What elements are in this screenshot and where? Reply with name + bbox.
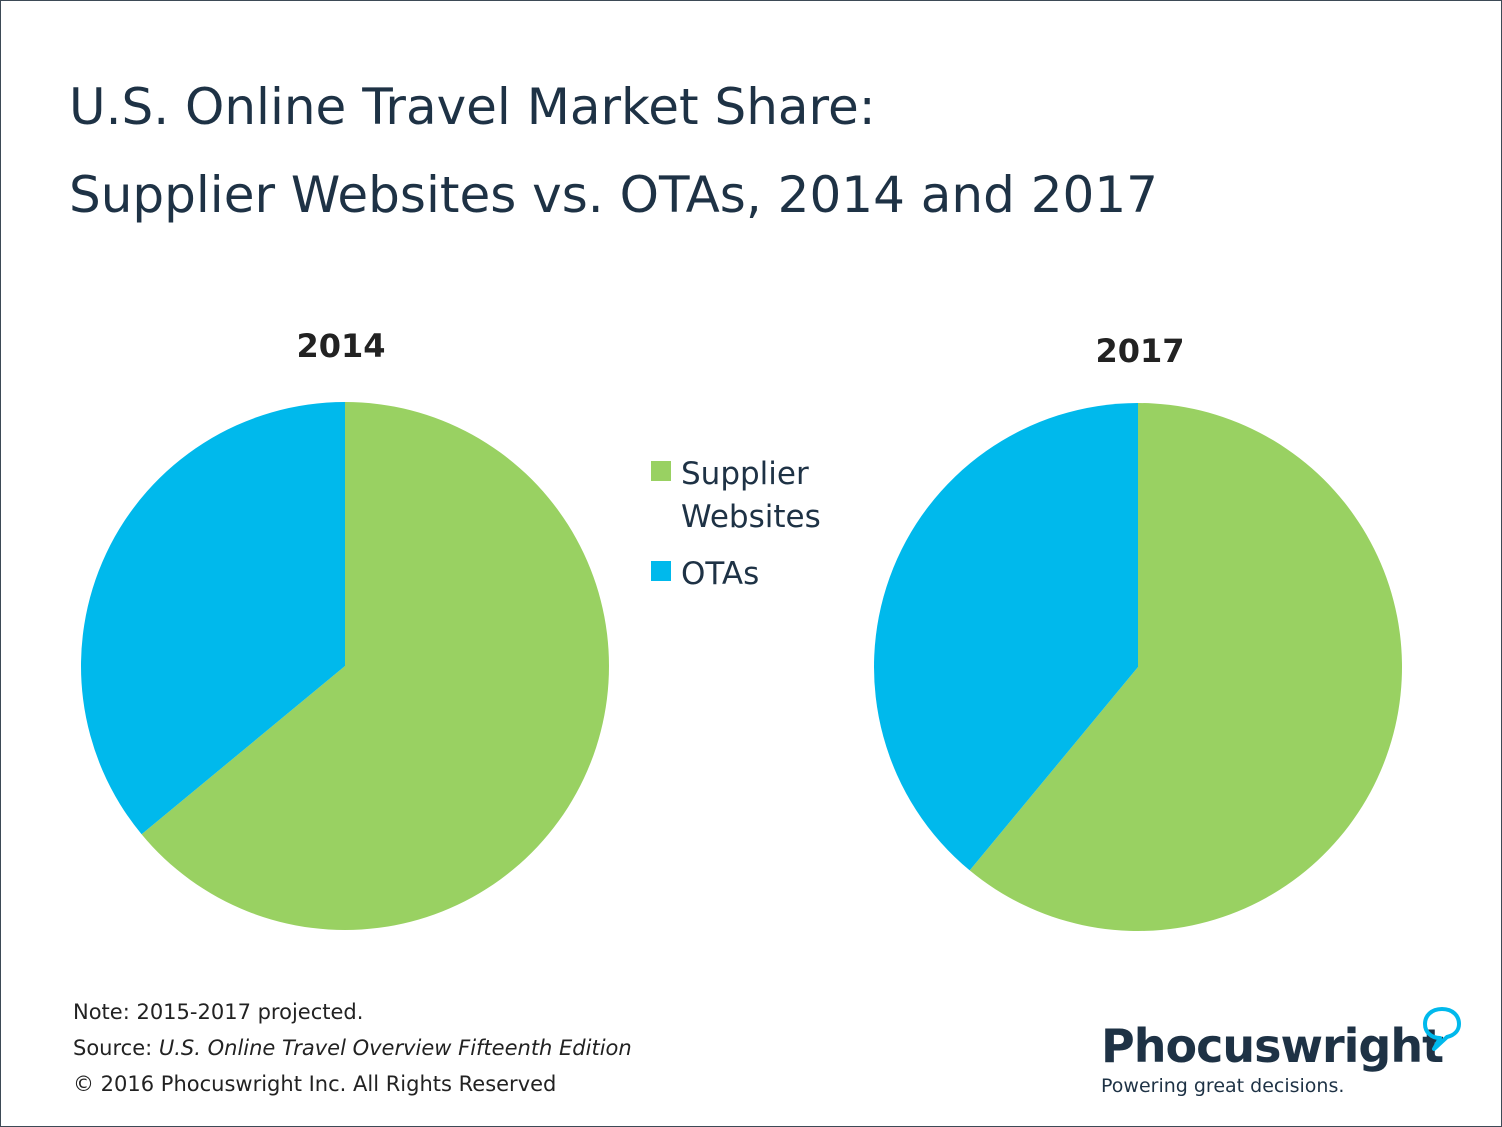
footer-source-title: U.S. Online Travel Overview Fifteenth Ed… xyxy=(158,1036,632,1060)
pie-title-2017: 2017 xyxy=(1095,332,1185,370)
chart-title-line-2: Supplier Websites vs. OTAs, 2014 and 201… xyxy=(69,166,1158,224)
pie-slice-2017-supplier-websites xyxy=(969,403,1402,931)
pie-chart-2014 xyxy=(80,402,609,930)
logo-wordmark: Phocuswright xyxy=(1101,1019,1444,1073)
legend-swatch-supplier-websites xyxy=(651,461,671,481)
footer-copyright: © 2016 Phocuswright Inc. All Rights Rese… xyxy=(73,1072,557,1096)
legend: Supplier Websites OTAs xyxy=(651,453,851,610)
phocuswright-logo: Phocuswright Powering great decisions. xyxy=(1101,1005,1461,1097)
pie-chart-2017 xyxy=(874,403,1402,931)
pie-title-2014: 2014 xyxy=(296,327,386,365)
legend-item-otas: OTAs xyxy=(651,553,851,596)
pie-slice-2017-otas xyxy=(874,403,1138,871)
footer: Note: 2015-2017 projected. Source: U.S. … xyxy=(73,994,632,1102)
logo-tagline: Powering great decisions. xyxy=(1101,1075,1345,1097)
pie-slice-2014-otas xyxy=(80,402,346,835)
legend-item-supplier-websites: Supplier Websites xyxy=(651,453,851,539)
legend-label-otas: OTAs xyxy=(681,556,760,592)
chart-title: U.S. Online Travel Market Share: Supplie… xyxy=(69,63,1158,239)
speech-bubble-icon xyxy=(1423,1007,1461,1051)
footer-source: Source: U.S. Online Travel Overview Fift… xyxy=(73,1030,632,1066)
legend-swatch-otas xyxy=(651,561,671,581)
footer-note: Note: 2015-2017 projected. xyxy=(73,1000,364,1024)
footer-source-prefix: Source: xyxy=(73,1036,159,1060)
legend-label-supplier-websites: Supplier Websites xyxy=(681,456,821,535)
chart-title-line-1: U.S. Online Travel Market Share: xyxy=(69,78,876,136)
pie-slice-2014-supplier-websites xyxy=(141,402,609,930)
